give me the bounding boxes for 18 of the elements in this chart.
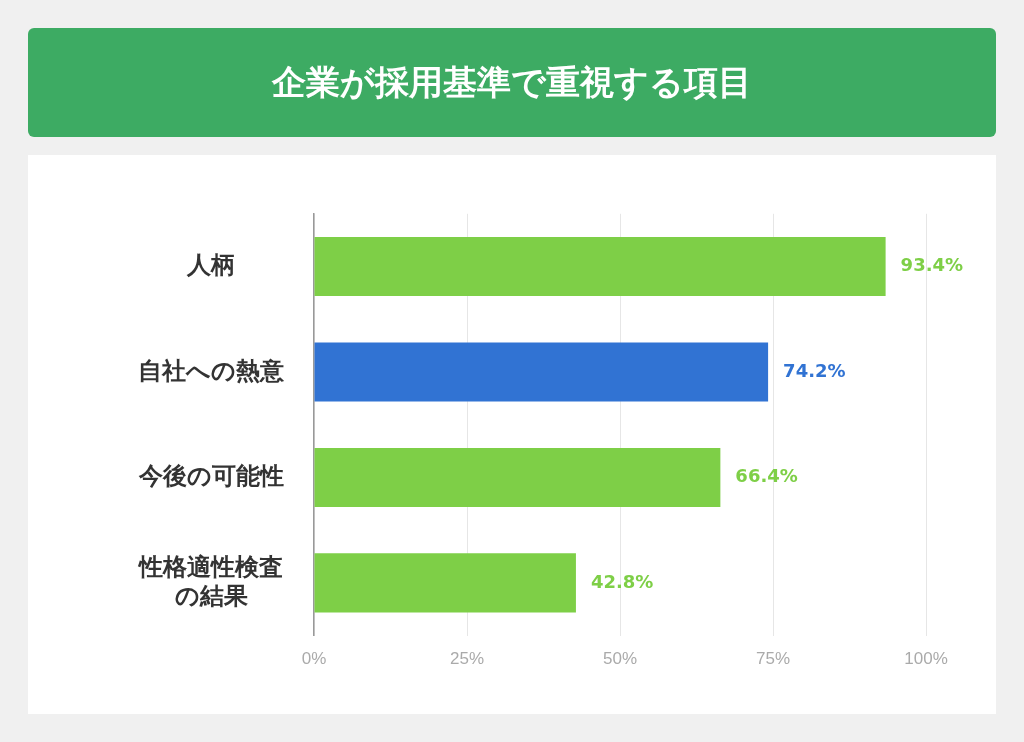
bar (314, 447, 721, 507)
data-label: 93.4% (900, 254, 964, 276)
y-tick-label: 今後の可能性 (137, 462, 284, 490)
chart-title: 企業が採用基準で重視する項目 (28, 28, 996, 137)
x-tick-label: 25% (449, 649, 485, 669)
data-label: 42.8% (590, 570, 654, 592)
y-tick-label: 人柄 (186, 251, 235, 279)
data-label: 74.2% (783, 359, 846, 381)
bar (314, 342, 769, 402)
data-label: 66.4% (735, 465, 798, 487)
x-tick-label: 75% (755, 649, 791, 669)
x-tick-label: 100% (904, 649, 948, 669)
x-tick-label: 50% (602, 649, 638, 669)
y-tick-label: 自社への熱意 (138, 356, 285, 384)
x-tick-label: 0% (301, 649, 327, 669)
bar (314, 553, 576, 613)
y-tick-label: 性格適性検査の結果 (137, 553, 283, 609)
bar (314, 237, 886, 297)
